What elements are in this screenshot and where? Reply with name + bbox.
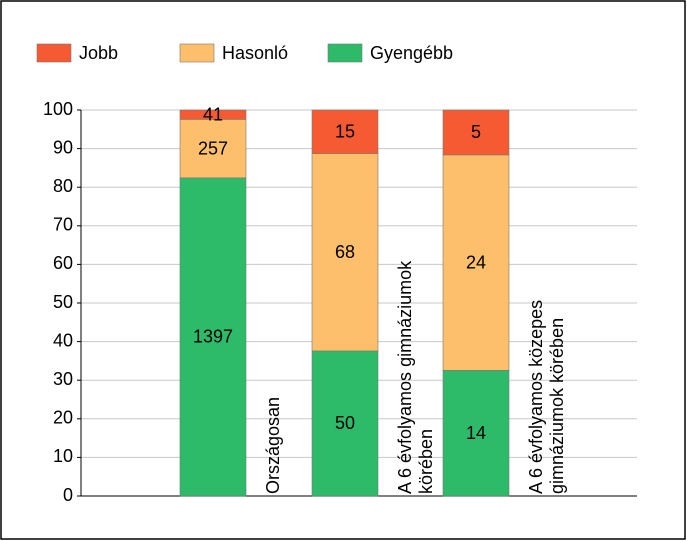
x-tick-label: A 6 évfolyamos közepes gimnáziumok köréb… — [526, 299, 567, 494]
data-label: 14 — [466, 423, 486, 443]
data-label: 257 — [198, 138, 228, 158]
y-tick-label: 80 — [53, 176, 73, 196]
y-tick-label: 70 — [53, 215, 73, 235]
legend-label: Gyengébb — [370, 43, 453, 63]
legend-swatch — [179, 43, 215, 63]
y-tick-label: 60 — [53, 253, 73, 273]
y-tick-label: 100 — [43, 99, 73, 119]
y-tick-label: 40 — [53, 330, 73, 350]
bar-segment — [442, 109, 510, 156]
data-label: 24 — [466, 252, 486, 272]
x-tick-label: Országosan — [263, 396, 283, 494]
y-tick-label: 30 — [53, 369, 73, 389]
bar-segment — [179, 177, 247, 497]
legend-label: Hasonló — [222, 43, 288, 63]
y-tick-label: 10 — [53, 446, 73, 466]
legend-swatch — [327, 43, 363, 63]
data-label: 1397 — [193, 327, 233, 347]
bar-segment — [442, 370, 510, 497]
y-tick-label: 90 — [53, 137, 73, 157]
data-label: 41 — [203, 104, 223, 124]
data-label: 68 — [335, 242, 355, 262]
bar-segment — [179, 109, 247, 120]
bar-segment — [442, 154, 510, 371]
bar-segment — [311, 109, 379, 154]
legend-swatch — [36, 43, 72, 63]
y-tick-label: 0 — [63, 485, 73, 505]
bar-segment — [311, 350, 379, 497]
legend-label: Jobb — [79, 43, 118, 63]
data-label: 15 — [335, 122, 355, 142]
data-label: 50 — [335, 413, 355, 433]
x-tick-label: A 6 évfolyamos gimnáziumok körében — [395, 260, 436, 494]
y-tick-label: 20 — [53, 408, 73, 428]
data-label: 5 — [471, 122, 481, 142]
y-tick-label: 50 — [53, 292, 73, 312]
